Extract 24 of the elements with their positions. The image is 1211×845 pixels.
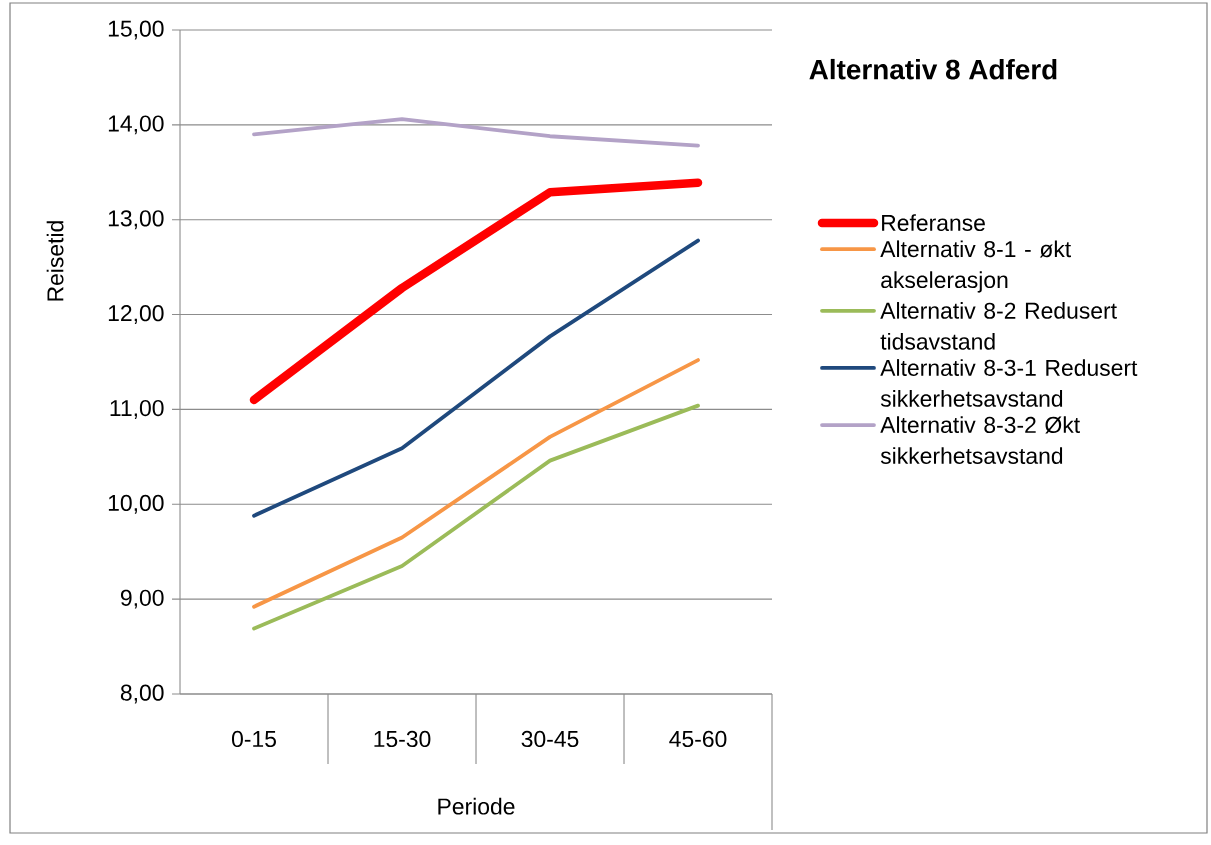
y-tick-label: 11,00 [110, 399, 164, 419]
legend-label: Alternativ 8-2 Redusert tidsavstand [880, 302, 1117, 350]
y-axis-title: Reisetid [46, 221, 64, 301]
x-axis-title: Periode [438, 797, 515, 815]
x-tick-label: 45-60 [669, 730, 727, 748]
y-tick-label: 13,00 [108, 210, 164, 230]
y-tick-label: 8,00 [120, 684, 164, 704]
y-tick-label: 9,00 [120, 589, 164, 609]
y-tick-label: 12,00 [108, 305, 164, 325]
line-series [252, 117, 700, 148]
line-series [252, 358, 700, 609]
y-tick-label: 15,00 [108, 20, 164, 40]
x-tick-label: 30-45 [521, 730, 579, 748]
y-tick-label: 14,00 [108, 115, 164, 135]
x-tick-label: 15-30 [374, 730, 431, 748]
line-series [252, 403, 700, 631]
legend-label: Alternativ 8-1 - økt akselerasjon [880, 240, 1071, 293]
x-tick-label: 0-15 [231, 730, 276, 748]
y-tick-label: 10,00 [108, 494, 164, 514]
legend-label: Alternativ 8-3-1 Redusert sikkerhetsavstand [880, 359, 1138, 407]
legend-label: Alternativ 8-3-2 Økt sikkerhetsavstand [880, 416, 1080, 464]
legend-label: Referanse [882, 214, 985, 231]
line-series [252, 238, 700, 518]
text: Alternativ 8 Adferd [809, 58, 1057, 80]
